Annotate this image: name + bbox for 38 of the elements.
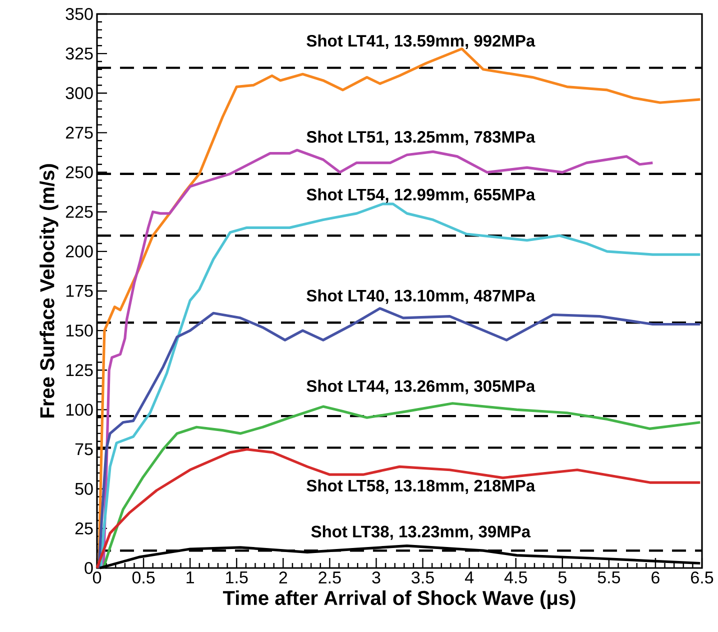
x-tick-label: 2 bbox=[279, 572, 288, 584]
x-tick-label: 4 bbox=[464, 572, 474, 584]
y-tick-label: 325 bbox=[66, 48, 93, 60]
x-tick-label: 5 bbox=[558, 572, 566, 584]
x-tick-label: 3 bbox=[372, 572, 380, 584]
y-tick-label: 125 bbox=[66, 364, 93, 376]
ref-line-label: Shot LT51, 13.25mm, 783MPa bbox=[306, 130, 536, 146]
ref-line-label: Shot LT38, 13.23mm, 39MPa bbox=[311, 525, 531, 540]
y-tick-label: 25 bbox=[75, 522, 93, 534]
y-tick-label: 225 bbox=[66, 206, 93, 218]
y-tick-label: 200 bbox=[66, 245, 93, 258]
x-tick-label: 3.5 bbox=[412, 572, 434, 584]
ref-line-label: Shot LT40, 13.10mm, 487MPa bbox=[306, 289, 536, 304]
y-tick-label: 250 bbox=[66, 166, 93, 178]
ref-line-label: Shot LT44, 13.26mm, 305MPa bbox=[306, 380, 536, 394]
y-tick-label: 350 bbox=[66, 8, 93, 20]
x-tick-label: 1 bbox=[186, 572, 194, 584]
x-tick-label: 5.5 bbox=[598, 572, 620, 584]
x-axis-title: Time after Arrival of Shock Wave (μs) bbox=[222, 590, 576, 610]
ref-line-label: Shot LT54, 12.99mm, 655MPa bbox=[306, 188, 536, 203]
y-tick-label: 75 bbox=[75, 443, 93, 456]
y-tick-label: 100 bbox=[66, 404, 93, 416]
y-tick-label: 150 bbox=[66, 324, 93, 337]
y-tick-label: 50 bbox=[75, 482, 93, 495]
y-tick-label: 175 bbox=[66, 285, 93, 297]
x-tick-label: 0.5 bbox=[132, 572, 155, 584]
x-tick-label: 2.5 bbox=[318, 572, 341, 584]
x-tick-label: 6.5 bbox=[691, 572, 714, 584]
y-tick-label: 275 bbox=[66, 126, 93, 139]
ref-line-label: Shot LT41, 13.59mm, 992MPa bbox=[306, 34, 536, 50]
y-axis-title: Free Surface Velocity (m/s) bbox=[40, 164, 58, 418]
x-tick-label: 0 bbox=[92, 572, 102, 584]
x-tick-label: 1.5 bbox=[226, 572, 248, 584]
ref-line-label: Shot LT58, 13.18mm, 218MPa bbox=[306, 479, 536, 494]
x-tick-label: 6 bbox=[652, 572, 660, 584]
y-tick-label: 0 bbox=[84, 562, 93, 574]
y-tick-label: 300 bbox=[66, 87, 93, 100]
x-tick-label: 4.5 bbox=[504, 572, 527, 584]
